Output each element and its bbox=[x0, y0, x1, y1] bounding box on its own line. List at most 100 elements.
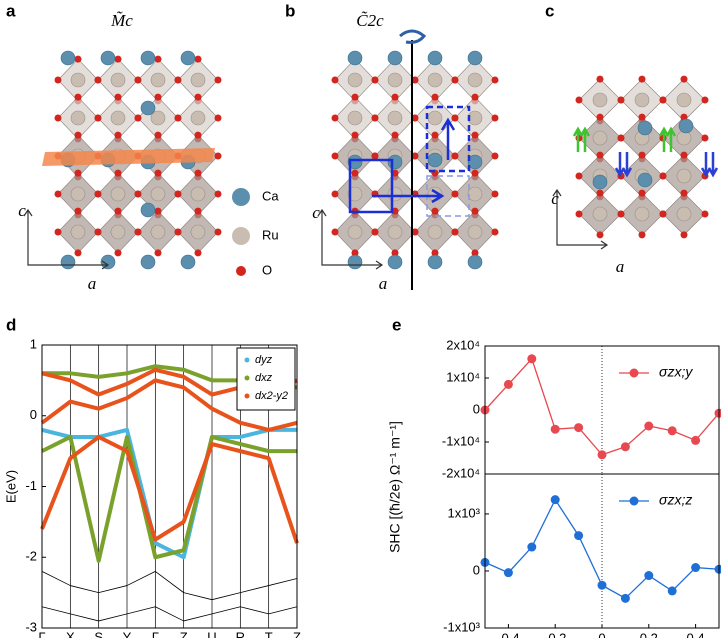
legend-text: dyz bbox=[255, 354, 273, 366]
data-point bbox=[691, 435, 701, 445]
x-tick-label: Z bbox=[293, 629, 301, 638]
ca-atom bbox=[60, 50, 76, 66]
ru-atom bbox=[110, 186, 126, 202]
o-atom bbox=[331, 228, 339, 236]
ru-atom bbox=[427, 110, 443, 126]
o-atom bbox=[351, 93, 359, 101]
axis-label: c bbox=[312, 203, 320, 222]
ca-atom bbox=[100, 50, 116, 66]
ru-atom bbox=[347, 186, 363, 202]
o-atom bbox=[431, 207, 439, 215]
axis-corner bbox=[552, 188, 609, 250]
ru-atom bbox=[150, 224, 166, 240]
o-atom bbox=[371, 114, 379, 122]
y-tick-label: -2 bbox=[25, 549, 37, 564]
o-atom bbox=[471, 249, 479, 257]
o-atom bbox=[54, 228, 62, 236]
x-tick-label: U bbox=[207, 629, 216, 638]
legend-o bbox=[236, 266, 246, 276]
unit-box-dashed bbox=[425, 105, 471, 173]
o-atom bbox=[575, 210, 583, 218]
o-atom bbox=[638, 231, 646, 239]
o-atom bbox=[94, 190, 102, 198]
ru-atom bbox=[387, 110, 403, 126]
ca-atom bbox=[140, 50, 156, 66]
arrow bbox=[372, 188, 445, 204]
legend-text: O bbox=[262, 262, 272, 277]
o-atom bbox=[451, 228, 459, 236]
o-atom bbox=[114, 207, 122, 215]
o-atom bbox=[371, 228, 379, 236]
legend-text: σzx;z bbox=[659, 492, 692, 508]
o-atom bbox=[659, 210, 667, 218]
ru-atom bbox=[70, 110, 86, 126]
ca-atom bbox=[637, 120, 653, 136]
o-atom bbox=[134, 76, 142, 84]
rotation-arrow bbox=[399, 29, 427, 44]
x-tick-label: Γ bbox=[38, 629, 45, 638]
ru-atom bbox=[190, 72, 206, 88]
ru-atom bbox=[70, 186, 86, 202]
o-atom bbox=[331, 190, 339, 198]
ca-atom bbox=[467, 50, 483, 66]
band bbox=[41, 571, 298, 601]
o-atom bbox=[680, 189, 688, 197]
ca-atom bbox=[60, 254, 76, 270]
o-atom bbox=[54, 114, 62, 122]
o-atom bbox=[331, 152, 339, 160]
o-atom bbox=[74, 55, 82, 63]
data-point bbox=[503, 568, 513, 578]
y-tick-label: 0 bbox=[473, 562, 480, 577]
band bbox=[41, 427, 297, 560]
x-tick-label: Γ bbox=[152, 629, 159, 638]
spin-down bbox=[700, 152, 712, 178]
x-tick-label: T bbox=[265, 629, 273, 638]
ca-atom bbox=[467, 254, 483, 270]
arrow bbox=[440, 117, 456, 160]
o-atom bbox=[411, 152, 419, 160]
ca-atom bbox=[347, 154, 363, 170]
o-atom bbox=[174, 114, 182, 122]
x-tick-label: -0.4 bbox=[497, 630, 519, 638]
y-tick-label: -3 bbox=[25, 619, 37, 634]
o-atom bbox=[74, 249, 82, 257]
legend-marker bbox=[244, 375, 250, 381]
o-atom bbox=[451, 76, 459, 84]
spin-down bbox=[614, 152, 626, 178]
o-atom bbox=[596, 231, 604, 239]
spin-up bbox=[658, 126, 670, 152]
y-tick-label: 0 bbox=[473, 401, 480, 416]
data-point bbox=[714, 564, 721, 574]
o-atom bbox=[596, 151, 604, 159]
x-tick-label: -0.2 bbox=[544, 630, 566, 638]
o-atom bbox=[194, 169, 202, 177]
o-atom bbox=[74, 131, 82, 139]
o-atom bbox=[680, 231, 688, 239]
axis-label: a bbox=[616, 257, 625, 276]
ca-atom bbox=[467, 154, 483, 170]
ca-atom bbox=[347, 254, 363, 270]
data-point bbox=[644, 421, 654, 431]
o-atom bbox=[411, 76, 419, 84]
o-atom bbox=[194, 93, 202, 101]
o-atom bbox=[638, 113, 646, 121]
o-atom bbox=[214, 228, 222, 236]
o-atom bbox=[371, 76, 379, 84]
data-point bbox=[620, 593, 630, 603]
panel-letter: c bbox=[545, 1, 554, 20]
o-atom bbox=[638, 151, 646, 159]
axis-label: c bbox=[18, 201, 26, 220]
o-atom bbox=[94, 76, 102, 84]
data-point bbox=[574, 531, 584, 541]
data-point bbox=[574, 423, 584, 433]
ru-atom bbox=[634, 92, 650, 108]
ca-atom bbox=[180, 254, 196, 270]
o-atom bbox=[134, 228, 142, 236]
x-tick-label: R bbox=[236, 629, 245, 638]
legend-text: σzx;y bbox=[659, 364, 693, 380]
ca-atom bbox=[592, 174, 608, 190]
ru-atom bbox=[676, 206, 692, 222]
ru-atom bbox=[387, 72, 403, 88]
legend-text: Ca bbox=[262, 188, 279, 203]
o-atom bbox=[114, 55, 122, 63]
